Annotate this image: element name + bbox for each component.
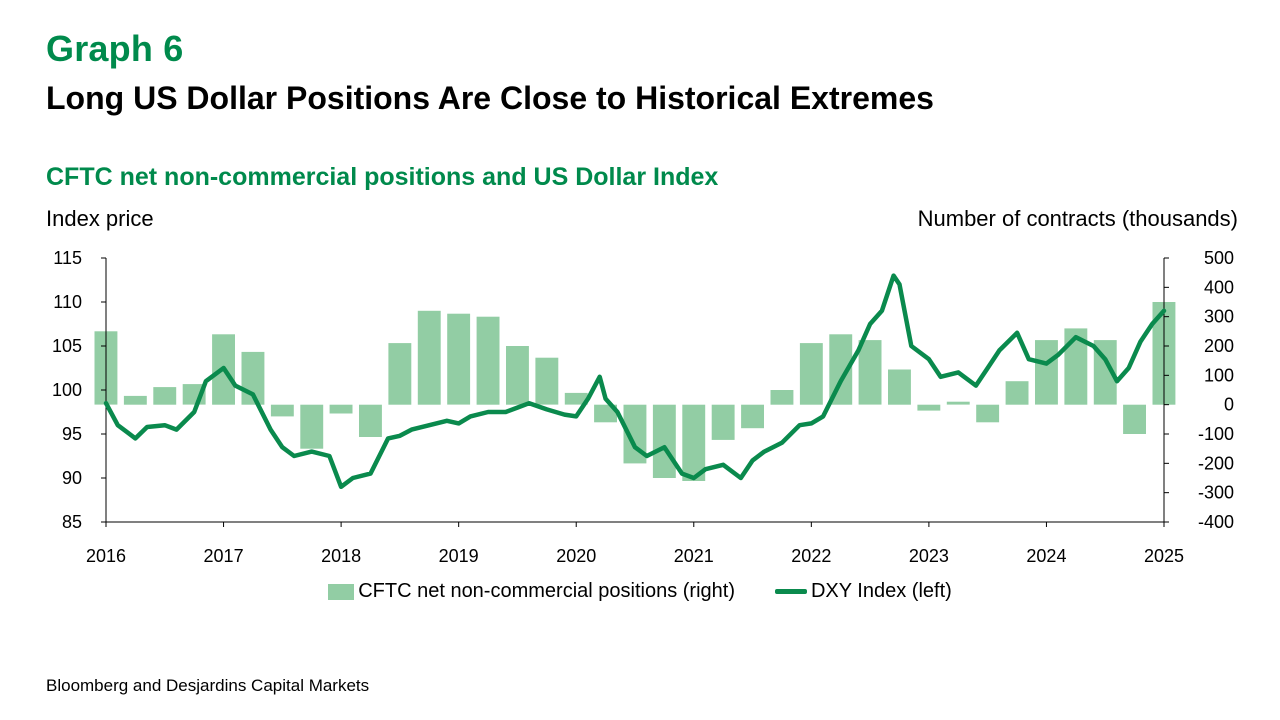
source-note: Bloomberg and Desjardins Capital Markets: [46, 676, 370, 695]
legend-swatch-bars: [328, 583, 355, 600]
bar: [300, 404, 324, 449]
left-tick-label: 105: [52, 336, 82, 356]
bar: [476, 316, 500, 405]
right-tick-label: 400: [1204, 277, 1234, 297]
bar: [1123, 404, 1146, 434]
left-axis-title: Index price: [46, 206, 154, 231]
right-axis-title: Number of contracts (thousands): [917, 206, 1238, 231]
x-tick-label: 2022: [791, 546, 831, 566]
bar: [711, 404, 735, 440]
bar: [535, 357, 559, 405]
bar: [447, 313, 471, 405]
bar: [1093, 340, 1117, 405]
bar: [682, 404, 706, 481]
bar: [359, 404, 382, 437]
bar: [1005, 381, 1029, 405]
x-tick-label: 2024: [1026, 546, 1066, 566]
right-tick-label: 300: [1204, 307, 1234, 327]
right-tick-label: 100: [1204, 365, 1234, 385]
bar: [1035, 340, 1058, 405]
x-tick-label: 2016: [86, 546, 126, 566]
bar: [741, 404, 764, 429]
left-tick-label: 85: [62, 512, 82, 532]
legend-swatch-line: [774, 589, 807, 594]
dxy-line: [103, 273, 1167, 490]
left-tick-label: 90: [62, 468, 82, 488]
x-tick-label: 2017: [204, 546, 244, 566]
bar: [506, 346, 529, 405]
bar: [946, 401, 970, 405]
x-tick-label: 2019: [439, 546, 479, 566]
legend-item-line: DXY Index (left): [774, 580, 952, 603]
left-tick-label: 110: [53, 292, 82, 312]
bar: [770, 390, 794, 405]
left-tick-label: 100: [52, 380, 82, 400]
bar: [594, 404, 617, 423]
bar: [858, 340, 882, 405]
bar: [976, 404, 1000, 423]
bar: [799, 343, 823, 405]
bar: [388, 343, 412, 405]
graph-number: Graph 6: [46, 28, 184, 69]
bar: [652, 404, 676, 478]
x-tick-label: 2020: [556, 546, 596, 566]
bar: [153, 387, 177, 405]
left-tick-label: 115: [53, 248, 82, 268]
legend-label-bars: CFTC net non-commercial positions (right…: [358, 580, 735, 602]
x-tick-label: 2021: [674, 546, 714, 566]
bar-series: [94, 302, 1176, 481]
legend-label-line: DXY Index (left): [810, 580, 952, 602]
tick-labels: 85 90 95 100 105 110 115 -400 -300 -200 -100 0 100 20…: [52, 248, 1234, 566]
right-tick-label: -300: [1198, 483, 1234, 503]
x-tick-label: 2023: [909, 546, 949, 566]
chart-title: Long US Dollar Positions Are Close to Hi…: [46, 80, 934, 116]
right-tick-label: -100: [1198, 424, 1234, 444]
right-tick-label: 0: [1224, 395, 1234, 415]
bar: [123, 395, 147, 405]
bar: [829, 334, 853, 405]
legend: CFTC net non-commercial positions (right…: [0, 580, 1280, 603]
bar: [564, 392, 588, 405]
right-tick-label: 500: [1204, 248, 1234, 268]
bar: [917, 404, 941, 411]
legend-item-bars: CFTC net non-commercial positions (right…: [328, 580, 735, 603]
left-tick-label: 95: [62, 424, 82, 444]
bar: [888, 369, 911, 405]
right-tick-label: -400: [1198, 512, 1234, 532]
bar: [417, 310, 441, 405]
chart-subtitle: CFTC net non-commercial positions and US…: [46, 163, 719, 191]
x-tick-label: 2025: [1144, 546, 1184, 566]
axes: [105, 258, 1165, 523]
bar: [1064, 328, 1088, 405]
right-tick-label: 200: [1204, 336, 1234, 356]
bar: [329, 404, 353, 414]
right-tick-label: -200: [1198, 453, 1234, 473]
x-tick-label: 2018: [321, 546, 361, 566]
bar: [270, 404, 294, 417]
